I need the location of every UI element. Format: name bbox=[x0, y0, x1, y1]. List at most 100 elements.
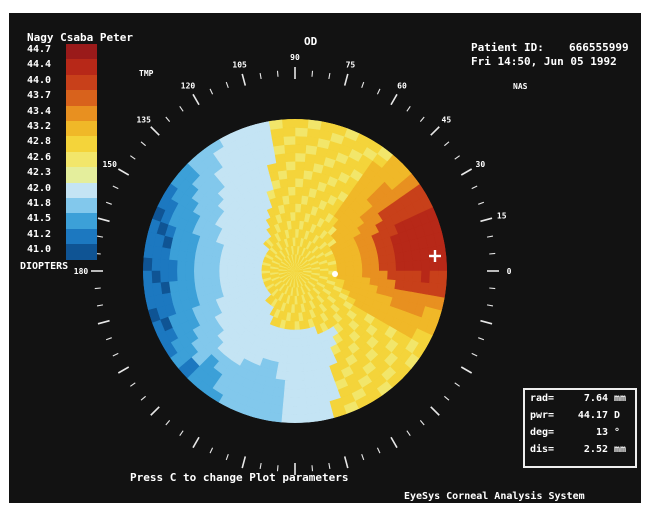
legend-swatch bbox=[66, 90, 97, 106]
map-cell bbox=[286, 177, 296, 188]
map-cell bbox=[404, 270, 414, 282]
patient-name: Nagy Csaba Peter bbox=[27, 31, 133, 44]
legend-value: 44.4 bbox=[27, 59, 52, 71]
map-cell bbox=[151, 258, 161, 272]
dial-angle-label: 60 bbox=[397, 82, 407, 91]
dial-tick bbox=[225, 454, 229, 461]
map-cell bbox=[294, 354, 304, 365]
readout-rad: rad= 7.64 mm bbox=[530, 393, 626, 404]
map-cell bbox=[361, 264, 372, 272]
map-cell bbox=[395, 261, 406, 272]
map-cell bbox=[307, 119, 322, 130]
map-cell bbox=[218, 264, 229, 272]
legend-swatch bbox=[66, 244, 97, 260]
legend-item: 43.7 bbox=[19, 90, 99, 106]
dis-unit: mm bbox=[614, 444, 627, 455]
dial-tick bbox=[406, 430, 411, 436]
legend-swatch bbox=[66, 228, 97, 245]
map-cell bbox=[201, 262, 212, 272]
pwr-value: 44.17 bbox=[577, 410, 608, 421]
map-cell bbox=[294, 127, 308, 137]
dial-tick bbox=[209, 447, 214, 454]
dial-angle-label: 0 bbox=[507, 267, 512, 276]
dial-tick bbox=[480, 217, 493, 223]
dial-tick bbox=[150, 406, 160, 416]
map-cell bbox=[437, 270, 447, 285]
dial-tick bbox=[454, 382, 460, 387]
map-cell bbox=[286, 354, 296, 365]
map-cell bbox=[268, 412, 283, 423]
map-cell bbox=[294, 152, 306, 162]
legend-swatch bbox=[66, 105, 97, 121]
map-cell bbox=[294, 177, 304, 188]
map-cell bbox=[282, 127, 296, 137]
map-cell bbox=[227, 264, 237, 272]
map-cell bbox=[288, 194, 296, 205]
map-cell bbox=[184, 270, 195, 281]
map-cell bbox=[404, 260, 414, 272]
dial-tick bbox=[430, 126, 440, 136]
deg-label: deg= bbox=[530, 427, 555, 438]
dial-tick bbox=[343, 456, 349, 469]
legend-swatch bbox=[66, 151, 97, 168]
dial-tick bbox=[112, 185, 119, 190]
map-cell bbox=[287, 186, 296, 196]
dial-tick bbox=[209, 88, 214, 95]
readout-pwr: pwr= 44.17 D bbox=[530, 410, 620, 421]
map-cell bbox=[243, 266, 254, 272]
map-cell bbox=[159, 270, 170, 284]
map-cell bbox=[143, 283, 154, 298]
map-cell bbox=[252, 266, 262, 272]
map-cell bbox=[301, 186, 311, 197]
map-cell bbox=[420, 270, 431, 284]
map-cell bbox=[394, 279, 405, 291]
legend-swatch bbox=[66, 198, 97, 214]
map-cell bbox=[167, 270, 178, 283]
legend-value: 42.0 bbox=[27, 182, 52, 194]
map-cell bbox=[294, 245, 298, 255]
legend-unit: DIOPTERS bbox=[20, 261, 69, 272]
dial-angle-label: 30 bbox=[476, 160, 486, 169]
dial-tick bbox=[328, 462, 331, 470]
dial-tick bbox=[259, 72, 262, 80]
map-cell bbox=[299, 203, 308, 214]
legend-value: 41.8 bbox=[27, 198, 52, 209]
dial-tick bbox=[444, 395, 450, 401]
map-cell bbox=[282, 405, 296, 415]
map-cell bbox=[159, 258, 170, 272]
map-cell bbox=[275, 161, 287, 172]
power-map bbox=[143, 119, 447, 423]
map-cell bbox=[143, 270, 153, 285]
map-cell bbox=[282, 396, 296, 407]
map-cell bbox=[193, 261, 203, 272]
map-cell bbox=[202, 254, 213, 264]
map-cell bbox=[184, 261, 195, 272]
map-cell bbox=[285, 160, 296, 171]
map-cell bbox=[210, 270, 220, 279]
center-marker bbox=[332, 271, 338, 277]
dis-label: dis= bbox=[530, 444, 555, 455]
readout-deg: deg= 13 ° bbox=[530, 427, 620, 438]
map-cell bbox=[281, 413, 296, 423]
map-cell bbox=[268, 119, 283, 130]
map-cell bbox=[319, 270, 330, 275]
dial-tick bbox=[165, 420, 171, 426]
dial-tick bbox=[480, 319, 493, 325]
dial-tick bbox=[311, 465, 314, 472]
dial-tick bbox=[454, 155, 460, 160]
dial-tick bbox=[328, 72, 331, 80]
map-cell bbox=[303, 370, 315, 381]
map-cell bbox=[294, 405, 308, 415]
dial-tick bbox=[96, 304, 104, 307]
map-cell bbox=[294, 363, 305, 373]
dial-tick bbox=[276, 465, 279, 472]
dial-tick bbox=[478, 201, 485, 205]
dial-tick bbox=[130, 155, 136, 160]
map-cell bbox=[277, 362, 288, 373]
map-cell bbox=[282, 328, 291, 339]
legend-item: 41.2 bbox=[19, 228, 99, 245]
map-cell bbox=[345, 270, 355, 277]
dial-tick bbox=[489, 252, 496, 255]
map-cell bbox=[437, 257, 447, 272]
map-cell bbox=[378, 270, 389, 280]
